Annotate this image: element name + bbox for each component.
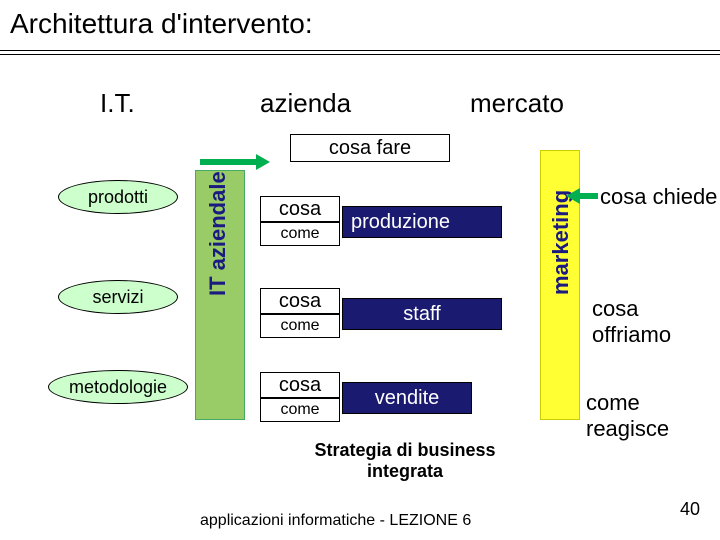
cosa-fare-box: cosa fare — [290, 134, 450, 162]
cosa-box: cosa — [260, 288, 340, 314]
marketing-column-label: marketing — [548, 190, 574, 295]
come-box: come — [260, 314, 340, 338]
strategia-label: Strategia di business integrata — [285, 440, 525, 482]
divider — [0, 50, 720, 51]
bar-vendite: vendite — [342, 382, 472, 414]
page-number: 40 — [680, 499, 700, 520]
label-come-reagisce: come reagisce — [586, 390, 720, 442]
page-title: Architettura d'intervento: — [10, 8, 313, 40]
come-box: come — [260, 398, 340, 422]
divider — [0, 54, 720, 55]
slide: Architettura d'intervento: I.T. azienda … — [0, 0, 720, 540]
cosa-box: cosa — [260, 196, 340, 222]
footer-text: applicazioni informatiche - LEZIONE 6 — [200, 512, 471, 530]
cosa-box: cosa — [260, 372, 340, 398]
bar-staff: staff — [342, 298, 502, 330]
oval-metodologie: metodologie — [48, 370, 188, 404]
come-box: come — [260, 222, 340, 246]
label-cosa-chiede: cosa chiede — [600, 184, 717, 210]
it-column-label: IT aziendale — [205, 171, 231, 296]
header-mercato: mercato — [470, 88, 564, 119]
oval-servizi: servizi — [58, 280, 178, 314]
oval-prodotti: prodotti — [58, 180, 178, 214]
label-cosa-offriamo: cosa offriamo — [592, 296, 720, 348]
header-it: I.T. — [100, 88, 135, 119]
bar-produzione: produzione — [342, 206, 502, 238]
header-azienda: azienda — [260, 88, 351, 119]
